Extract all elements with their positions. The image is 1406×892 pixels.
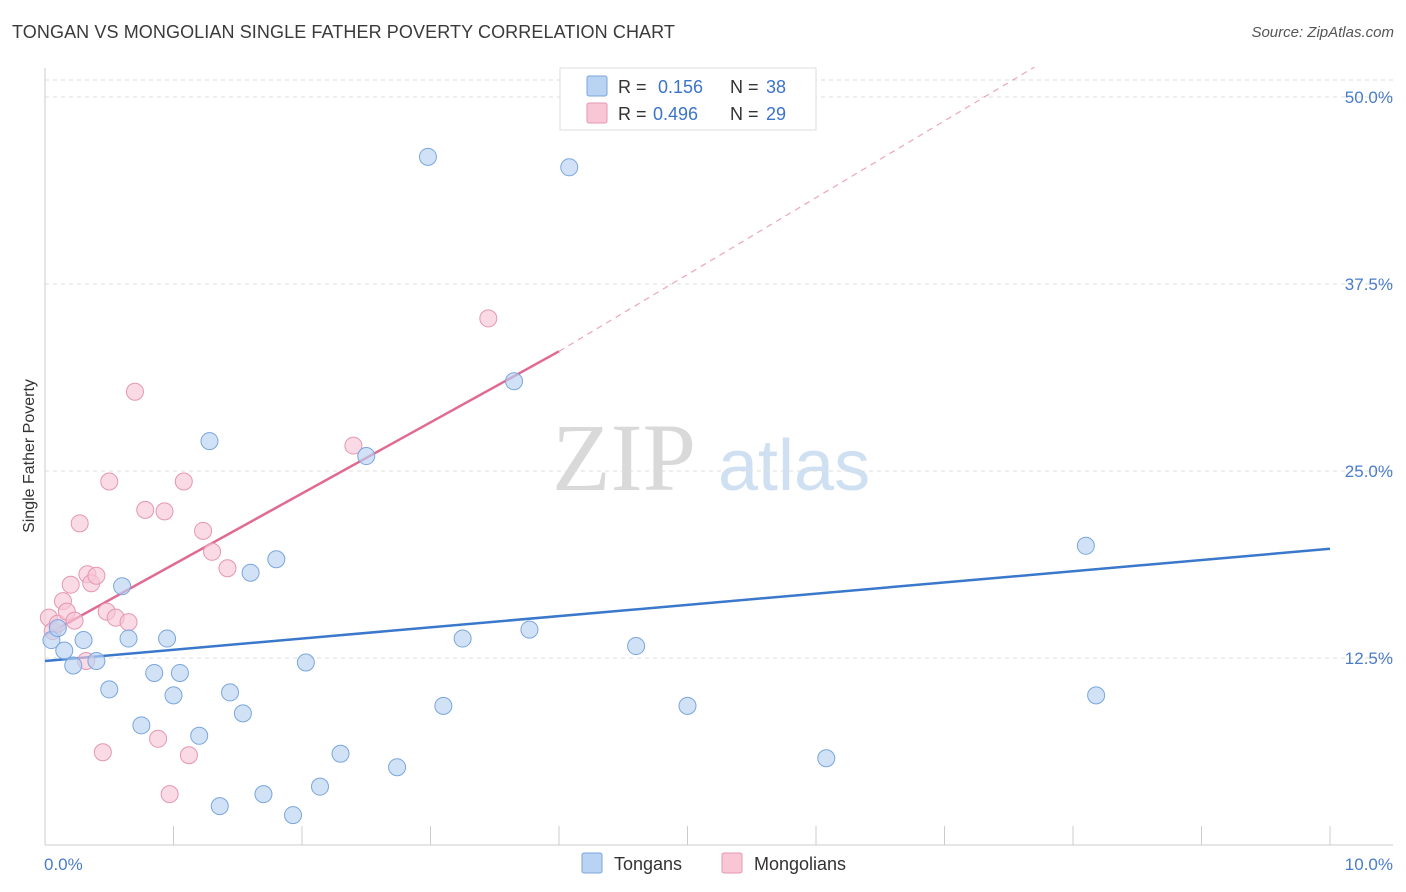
point-tongans-5 <box>87 651 106 670</box>
chart-title: TONGAN VS MONGOLIAN SINGLE FATHER POVERT… <box>12 22 676 42</box>
point-tongans-6 <box>100 680 119 699</box>
point-mongolians-6 <box>65 611 84 630</box>
x-tick-label-1: 10.0% <box>1345 855 1393 874</box>
point-tongans-9 <box>132 716 151 735</box>
x-minor-ticks <box>44 826 1331 845</box>
point-mongolians-25 <box>203 542 222 561</box>
axes <box>44 68 1393 846</box>
point-tongans-8 <box>119 629 138 648</box>
x-tick-labels: 0.0% 10.0% <box>44 855 1393 874</box>
point-tongans-21 <box>267 550 286 569</box>
y-tick-label-1: 25.0% <box>1345 462 1393 481</box>
trendline-tongans <box>44 547 1331 663</box>
legend-n-value-mongolians: 29 <box>766 104 786 124</box>
point-tongans-10 <box>145 663 164 682</box>
point-tongans-38 <box>1087 686 1106 705</box>
correlation-legend: R = 0.156 N = 38 R = 0.496 N = 29 <box>559 67 817 131</box>
point-mongolians-19 <box>149 729 168 748</box>
trendline-mongolians-extension <box>558 66 1035 352</box>
legend-r-label-mongolians: R = <box>618 104 647 124</box>
point-tongans-36 <box>817 749 836 768</box>
legend-r-value-mongolians: 0.496 <box>653 104 698 124</box>
legend-n-label-mongolians: N = <box>730 104 759 124</box>
point-mongolians-7 <box>70 514 89 533</box>
point-tongans-3 <box>64 656 83 675</box>
point-mongolians-18 <box>136 500 155 519</box>
point-mongolians-14 <box>100 472 119 491</box>
point-tongans-7 <box>113 577 132 596</box>
x-tick-label-0: 0.0% <box>44 855 83 874</box>
point-tongans-14 <box>190 726 209 745</box>
point-tongans-15 <box>200 432 219 451</box>
legend-swatch-mongolians <box>586 102 608 124</box>
point-tongans-34 <box>627 637 646 656</box>
point-mongolians-22 <box>174 472 193 491</box>
point-tongans-20 <box>254 785 273 804</box>
y-axis-label: Single Father Poverty <box>21 379 38 533</box>
bottom-legend-label-mongolians: Mongolians <box>754 854 846 874</box>
point-mongolians-17 <box>125 382 144 401</box>
watermark-zip: ZIP <box>552 404 696 511</box>
legend-swatch-tongans <box>586 75 608 97</box>
point-tongans-27 <box>388 758 407 777</box>
point-tongans-35 <box>678 696 697 715</box>
watermark-atlas: atlas <box>718 426 870 506</box>
y-tick-labels: 12.5% 25.0% 37.5% 50.0% <box>1345 88 1393 668</box>
point-tongans-31 <box>505 372 524 391</box>
series-tongans <box>42 147 1106 825</box>
trendlines <box>44 66 1331 663</box>
point-mongolians-26 <box>218 559 237 578</box>
series-legend: Tongans Mongolians <box>581 852 846 874</box>
point-tongans-23 <box>296 653 315 672</box>
y-tick-label-0: 12.5% <box>1345 649 1393 668</box>
legend-n-value-tongans: 38 <box>766 77 786 97</box>
bottom-legend-swatch-mongolians <box>721 852 743 874</box>
point-tongans-22 <box>284 806 303 825</box>
point-mongolians-23 <box>179 746 198 765</box>
point-tongans-13 <box>170 663 189 682</box>
point-tongans-25 <box>331 744 350 763</box>
point-mongolians-11 <box>87 566 106 585</box>
point-tongans-4 <box>74 631 93 650</box>
point-tongans-30 <box>453 629 472 648</box>
legend-n-label-tongans: N = <box>730 77 759 97</box>
bottom-legend-label-tongans: Tongans <box>614 854 682 874</box>
point-mongolians-24 <box>194 521 213 540</box>
legend-r-label-tongans: R = <box>618 77 647 97</box>
point-tongans-37 <box>1076 536 1095 555</box>
point-tongans-26 <box>357 447 376 466</box>
point-tongans-16 <box>210 797 229 816</box>
point-mongolians-12 <box>93 743 112 762</box>
point-tongans-12 <box>164 686 183 705</box>
legend-r-value-tongans: 0.156 <box>658 77 703 97</box>
point-mongolians-5 <box>61 575 80 594</box>
y-tick-label-3: 50.0% <box>1345 88 1393 107</box>
point-tongans-24 <box>310 777 329 796</box>
point-mongolians-21 <box>160 785 179 804</box>
point-tongans-19 <box>241 563 260 582</box>
point-tongans-29 <box>418 147 437 166</box>
source-credit: Source: ZipAtlas.com <box>1251 24 1394 41</box>
point-tongans-11 <box>158 629 177 648</box>
point-tongans-2 <box>55 641 74 660</box>
point-tongans-28 <box>434 696 453 715</box>
point-tongans-32 <box>520 620 539 639</box>
bottom-legend-swatch-tongans <box>581 852 603 874</box>
point-tongans-18 <box>233 704 252 723</box>
point-mongolians-28 <box>479 309 498 328</box>
point-mongolians-20 <box>155 502 174 521</box>
point-tongans-17 <box>221 683 240 702</box>
point-tongans-1 <box>48 619 67 638</box>
point-mongolians-27 <box>344 436 363 455</box>
point-tongans-33 <box>560 158 579 177</box>
y-tick-label-2: 37.5% <box>1345 275 1393 294</box>
point-mongolians-16 <box>119 613 138 632</box>
